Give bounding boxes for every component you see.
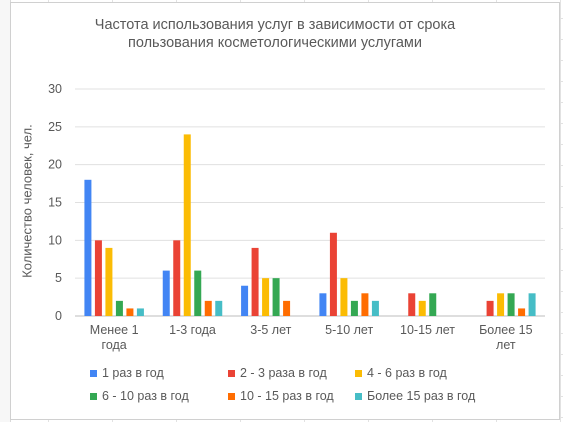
bar (340, 278, 348, 316)
bar (262, 278, 270, 316)
bar (350, 300, 358, 316)
bar (204, 300, 212, 316)
bar (329, 232, 337, 316)
chart-title: Частота использования услуг в зависимост… (94, 17, 456, 51)
x-tick-label: 3-5 лет (250, 323, 291, 337)
x-tick-label: Менее 1 года (90, 323, 139, 352)
bar (507, 293, 515, 316)
legend-swatch (355, 369, 362, 377)
legend-swatch (228, 369, 235, 377)
y-tick-label: 25 (48, 120, 62, 134)
bar (126, 308, 134, 316)
bar (486, 300, 494, 316)
y-tick-label: 10 (48, 233, 62, 247)
legend-label: 6 - 10 раз в год (102, 389, 189, 403)
legend-label: Более 15 раз в год (367, 389, 476, 403)
bar (84, 179, 92, 316)
chart-legend: 1 раз в год 2 - 3 раза в год 4 - 6 раз в г… (90, 366, 520, 412)
x-tick-label: 10-15 лет (400, 323, 455, 337)
bar (215, 300, 223, 316)
x-tick-label: 5-10 лет (325, 323, 373, 337)
bar (497, 293, 505, 316)
bar (418, 300, 426, 316)
legend-item: 1 раз в год (90, 366, 164, 380)
bar (183, 134, 191, 316)
legend-label: 4 - 6 раз в год (367, 366, 447, 380)
bar (251, 247, 259, 316)
bar (319, 293, 327, 316)
x-tick-label: Более 15 лет (479, 323, 533, 352)
bar (115, 300, 123, 316)
bar (136, 308, 144, 316)
legend-item: 10 - 15 раз в год (228, 389, 334, 403)
bar (371, 300, 379, 316)
x-tick-label: 1-3 года (169, 323, 216, 337)
legend-swatch (228, 392, 235, 400)
y-tick-label: 0 (55, 309, 62, 323)
bar (162, 270, 170, 316)
legend-item: 6 - 10 раз в год (90, 389, 189, 403)
bar (241, 285, 249, 316)
legend-label: 1 раз в год (102, 366, 164, 380)
legend-swatch (90, 369, 97, 377)
bar (518, 308, 526, 316)
bar (429, 293, 437, 316)
bar (105, 247, 113, 316)
legend-item: 2 - 3 раза в год (228, 366, 327, 380)
chart-container[interactable] (10, 2, 560, 420)
legend-label: 10 - 15 раз в год (240, 389, 334, 403)
legend-swatch (90, 392, 97, 400)
bar (528, 293, 536, 316)
bar (194, 270, 202, 316)
bar (94, 240, 102, 316)
bar (272, 278, 280, 316)
legend-swatch (355, 392, 362, 400)
bar (283, 300, 291, 316)
y-tick-label: 30 (48, 82, 62, 96)
bar (361, 293, 369, 316)
bar (173, 240, 181, 316)
y-tick-label: 15 (48, 196, 62, 210)
legend-item: Более 15 раз в год (355, 389, 475, 403)
legend-label: 2 - 3 раза в год (240, 366, 327, 380)
bar (408, 293, 416, 316)
legend-item: 4 - 6 раз в год (355, 366, 447, 380)
y-tick-label: 5 (55, 271, 62, 285)
y-tick-label: 20 (48, 158, 62, 172)
